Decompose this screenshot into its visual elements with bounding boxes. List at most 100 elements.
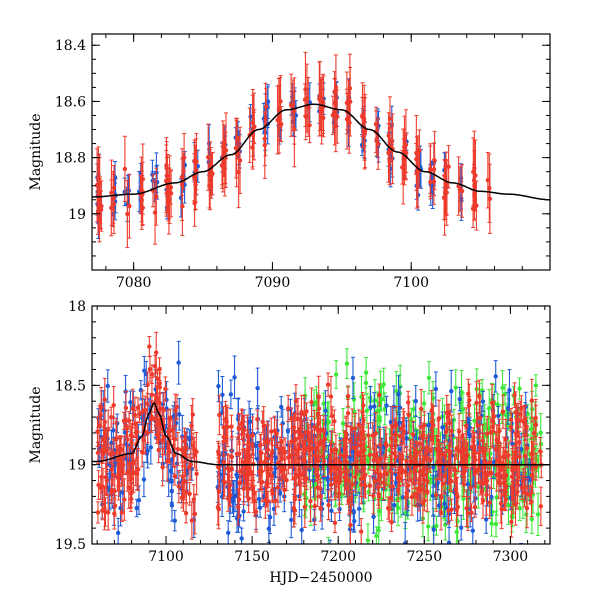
data-point bbox=[188, 436, 194, 441]
data-point bbox=[493, 521, 499, 527]
data-point bbox=[285, 428, 291, 433]
data-point bbox=[496, 413, 501, 419]
data-point bbox=[365, 538, 371, 543]
data-point bbox=[461, 496, 466, 502]
data-point bbox=[375, 141, 381, 146]
data-point bbox=[356, 506, 362, 512]
data-point bbox=[436, 503, 442, 508]
data-point bbox=[299, 527, 304, 533]
data-point bbox=[488, 430, 493, 435]
data-point bbox=[98, 434, 104, 440]
data-point bbox=[256, 496, 262, 502]
data-point bbox=[96, 482, 101, 488]
data-point bbox=[358, 529, 364, 534]
data-point bbox=[234, 472, 239, 477]
data-point bbox=[222, 166, 227, 171]
top-axis-ticks bbox=[92, 34, 551, 271]
data-point bbox=[320, 100, 326, 105]
data-point bbox=[192, 158, 197, 164]
data-point bbox=[525, 411, 530, 417]
data-point bbox=[348, 99, 353, 104]
data-point bbox=[421, 401, 427, 406]
data-point bbox=[458, 525, 464, 530]
data-point bbox=[273, 455, 278, 460]
data-point bbox=[234, 136, 240, 141]
data-point bbox=[389, 520, 394, 525]
data-point bbox=[330, 113, 336, 118]
data-point bbox=[207, 173, 213, 178]
data-point bbox=[145, 401, 150, 406]
data-point bbox=[517, 506, 523, 511]
data-point bbox=[495, 402, 500, 407]
data-point bbox=[141, 477, 147, 482]
y-tick-label: 19 bbox=[68, 207, 86, 223]
data-point bbox=[134, 505, 139, 511]
data-point bbox=[262, 142, 268, 148]
data-point bbox=[145, 448, 150, 453]
data-point bbox=[148, 445, 154, 450]
data-point bbox=[193, 175, 198, 181]
data-point bbox=[352, 518, 357, 524]
data-point bbox=[538, 441, 544, 447]
data-point bbox=[192, 200, 197, 206]
data-point bbox=[402, 541, 408, 544]
data-point bbox=[394, 388, 399, 394]
data-point bbox=[239, 536, 244, 541]
top-panel: 7080 7090 7100 18.4 18.6 18.8 19 Magnitude bbox=[28, 33, 551, 291]
data-point bbox=[125, 211, 130, 217]
data-point bbox=[500, 385, 505, 390]
data-point bbox=[149, 414, 154, 419]
data-point bbox=[152, 416, 158, 421]
data-point bbox=[493, 374, 498, 379]
data-point bbox=[364, 408, 370, 413]
data-point bbox=[446, 164, 451, 169]
data-point bbox=[304, 95, 310, 101]
data-point bbox=[447, 438, 452, 443]
data-point bbox=[289, 517, 294, 523]
data-point bbox=[122, 166, 128, 172]
data-point bbox=[279, 404, 284, 410]
data-point bbox=[205, 155, 211, 160]
data-point bbox=[487, 196, 493, 201]
data-point bbox=[302, 504, 308, 510]
data-point bbox=[406, 572, 410, 576]
data-point bbox=[494, 495, 499, 500]
data-point bbox=[372, 404, 377, 409]
data-point bbox=[333, 372, 339, 377]
data-point bbox=[402, 148, 407, 153]
data-point bbox=[166, 197, 171, 202]
data-point bbox=[459, 188, 465, 194]
data-point bbox=[111, 428, 116, 433]
top-x-tick-labels: 7080 7090 7100 bbox=[116, 275, 429, 291]
data-point bbox=[443, 429, 449, 435]
data-point bbox=[140, 205, 145, 210]
data-point bbox=[189, 518, 195, 523]
data-point bbox=[440, 425, 445, 430]
data-point bbox=[177, 412, 182, 417]
data-point bbox=[207, 183, 212, 189]
data-point bbox=[321, 401, 326, 406]
bottom-data-points bbox=[95, 331, 544, 576]
data-point bbox=[367, 452, 373, 458]
data-point bbox=[433, 386, 439, 392]
data-point bbox=[250, 120, 256, 126]
data-point bbox=[483, 517, 489, 522]
data-point bbox=[384, 403, 389, 408]
data-point bbox=[528, 477, 533, 483]
data-point bbox=[292, 127, 297, 132]
data-point bbox=[454, 529, 459, 535]
data-point bbox=[161, 407, 166, 413]
data-point bbox=[442, 195, 447, 200]
data-point bbox=[489, 494, 494, 500]
data-point bbox=[363, 370, 369, 375]
data-point bbox=[279, 121, 284, 127]
data-point bbox=[485, 177, 491, 183]
data-point bbox=[529, 499, 534, 504]
data-point bbox=[431, 167, 437, 172]
data-point bbox=[226, 530, 231, 536]
data-point bbox=[95, 429, 100, 434]
data-point bbox=[109, 190, 114, 195]
data-point bbox=[94, 183, 100, 188]
data-point bbox=[226, 496, 231, 501]
